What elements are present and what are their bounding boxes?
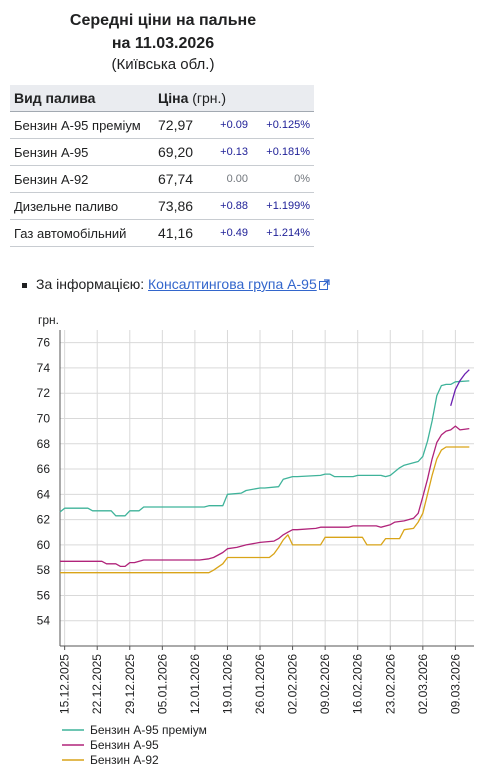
x-tick-label: 16.02.2026 [351, 654, 365, 714]
fuel-price-chart: 54 56 58 60 62 64 66 68 70 72 74 76 грн. 15.12.2025 2… [37, 313, 474, 767]
price-change: +0.49 [202, 219, 252, 247]
table-row: Дизельне паливо 73,86 +0.88 +1.199% [10, 192, 314, 220]
fuel-name: Бензин А-92 [10, 165, 154, 193]
series-line [450, 369, 470, 406]
price-change: +0.09 [202, 111, 252, 139]
fuel-name: Дизельне паливо [10, 192, 154, 220]
chart-region: (Київська обл.) [111, 56, 215, 73]
price-table: Вид палива Ціна (грн.) Бензин А-95 премі… [10, 85, 314, 247]
fuel-price: 41,16 [154, 219, 202, 247]
header-price: Ціна (грн.) [154, 85, 314, 112]
y-tick-label: 60 [37, 538, 51, 552]
y-tick-label: 74 [37, 361, 51, 375]
y-tick-label: 66 [37, 462, 51, 476]
chart-grid [60, 330, 474, 646]
x-tick-label: 09.03.2026 [448, 654, 462, 714]
fuel-name: Бензин А-95 преміум [10, 111, 154, 139]
x-tick-label: 19.01.2026 [220, 654, 234, 714]
source-prefix: За інформацією: [36, 276, 149, 292]
table-row: Бензин А-92 67,74 0.00 0% [10, 165, 314, 193]
y-tick-label: 76 [37, 336, 51, 350]
series-line [60, 446, 470, 574]
table-row: Бензин А-95 69,20 +0.13 +0.181% [10, 138, 314, 166]
y-tick-label: 54 [37, 614, 51, 628]
y-tick-label: 70 [37, 411, 51, 425]
x-tick-label: 02.03.2026 [416, 654, 430, 714]
header-fuel-type: Вид палива [10, 85, 154, 112]
table-row: Бензин А-95 преміум 72,97 +0.09 +0.125% [10, 111, 314, 139]
fuel-name: Бензин А-95 [10, 138, 154, 166]
price-change-percent: +1.214% [252, 219, 314, 247]
y-tick-label: 56 [37, 588, 51, 602]
fuel-price: 72,97 [154, 111, 202, 139]
fuel-price: 73,86 [154, 192, 202, 220]
header-price-label: Ціна [158, 90, 189, 106]
x-tick-label: 29.12.2025 [123, 654, 137, 714]
x-tick-label: 23.02.2026 [383, 654, 397, 714]
x-tick-label: 09.02.2026 [318, 654, 332, 714]
y-axis: 54 56 58 60 62 64 66 68 70 72 74 76 грн. [37, 313, 61, 646]
x-tick-label: 22.12.2025 [90, 654, 104, 714]
legend-label: Бензин А-92 [90, 753, 159, 767]
external-link-icon [318, 277, 330, 293]
y-tick-label: 72 [37, 386, 51, 400]
y-tick-label: 62 [37, 513, 51, 527]
price-change-percent: +0.125% [252, 111, 314, 139]
source-note: За інформацією: Консалтингова група А-95 [22, 276, 330, 293]
y-axis-label: грн. [38, 313, 59, 327]
legend-label: Бензин А-95 [90, 738, 159, 752]
header-price-unit: (грн.) [192, 90, 227, 106]
y-tick-label: 68 [37, 437, 51, 451]
series-line [59, 380, 470, 517]
price-change: +0.88 [202, 192, 252, 220]
x-axis: 15.12.2025 22.12.2025 29.12.2025 05.01.2026… [58, 645, 474, 714]
series-line [60, 425, 470, 568]
x-tick-label: 05.01.2026 [155, 654, 169, 714]
price-change: +0.13 [202, 138, 252, 166]
y-tick-label: 58 [37, 563, 51, 577]
price-change: 0.00 [202, 165, 252, 193]
x-tick-label: 12.01.2026 [188, 654, 202, 714]
x-tick-label: 15.12.2025 [58, 654, 72, 714]
price-change-percent: +0.181% [252, 138, 314, 166]
fuel-price: 69,20 [154, 138, 202, 166]
price-change-percent: 0% [252, 165, 314, 193]
price-table-header: Вид палива Ціна (грн.) [10, 85, 314, 112]
x-tick-label: 26.01.2026 [253, 654, 267, 714]
chart-title: Середні ціни на пальне [69, 12, 257, 29]
chart-series [59, 369, 470, 574]
chart-date: на 11.03.2026 [111, 35, 215, 52]
table-row: Газ автомобільний 41,16 +0.49 +1.214% [10, 219, 314, 247]
fuel-price: 67,74 [154, 165, 202, 193]
x-tick-label: 02.02.2026 [286, 654, 300, 714]
legend-label: Бензин А-95 преміум [90, 723, 207, 737]
source-link[interactable]: Консалтингова група А-95 [148, 276, 317, 292]
fuel-name: Газ автомобільний [10, 219, 154, 247]
y-tick-label: 64 [37, 487, 51, 501]
bullet-icon [22, 283, 27, 288]
price-change-percent: +1.199% [252, 192, 314, 220]
